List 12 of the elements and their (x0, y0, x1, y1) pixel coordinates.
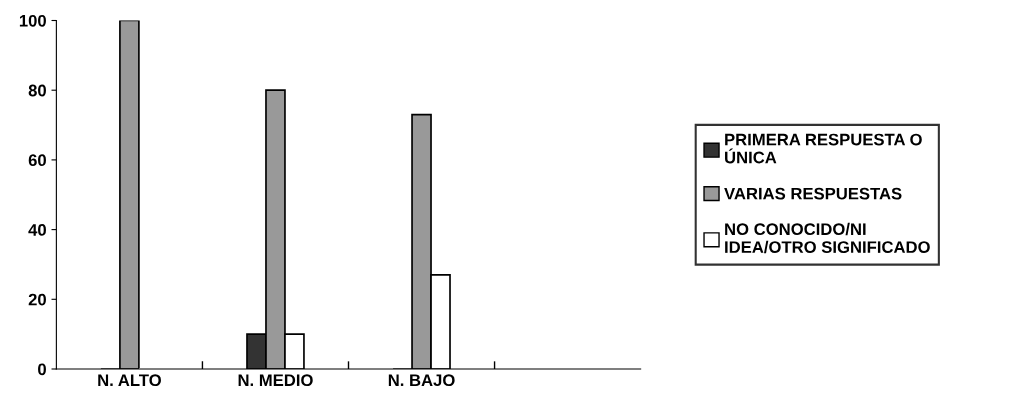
x-tick-label: N. MEDIO (238, 374, 313, 387)
legend-label: VARIAS RESPUESTAS (724, 187, 902, 200)
y-tick-label: 60 (28, 154, 46, 167)
x-tick-label: N. BAJO (388, 374, 455, 387)
y-tick-label: 80 (28, 84, 46, 97)
legend-label: NO CONOCIDO/NI IDEA/OTRO SIGNIFICADO (725, 222, 930, 254)
y-tick-label: 40 (28, 224, 46, 236)
legend-label: PRIMERA RESPUESTA O ÚNICA (725, 133, 922, 164)
y-tick-label: 0 (38, 363, 46, 376)
y-tick-label: 20 (28, 293, 46, 306)
x-tick-label: N. ALTO (98, 374, 161, 387)
y-tick-label: 100 (19, 14, 46, 27)
